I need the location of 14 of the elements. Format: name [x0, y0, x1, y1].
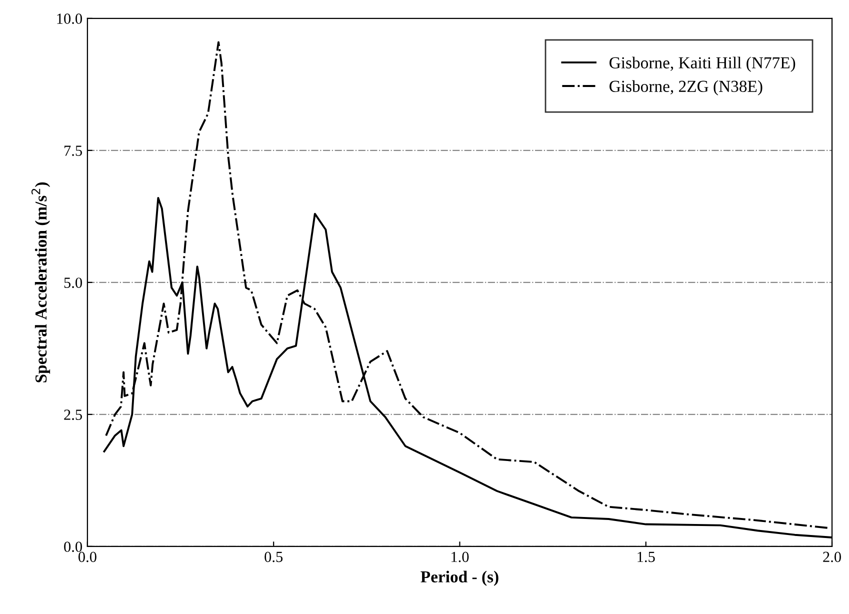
legend-label: Gisborne, Kaiti Hill (N77E): [610, 56, 796, 72]
legend-label: Gisborne, 2ZG (N38E): [610, 80, 762, 96]
x-tick-label: 0.0: [78, 552, 96, 562]
x-tick-label: 0.5: [264, 552, 283, 562]
y-tick-label: 2.5: [64, 410, 82, 420]
y-tick-label: 7.5: [64, 146, 82, 156]
y-tick-label: 10.0: [57, 14, 82, 24]
x-tick-label: 2.0: [823, 552, 841, 562]
x-tick-label: 1.5: [638, 552, 655, 562]
x-axis-title: Period - (s): [420, 570, 498, 586]
y-tick-label: 5.0: [64, 278, 82, 288]
y-axis-title: Spectral Acceleration (m/s$^{2}$): [31, 182, 50, 382]
x-tick-label: 1.0: [452, 552, 469, 562]
y-tick-label: 0.0: [64, 542, 82, 552]
